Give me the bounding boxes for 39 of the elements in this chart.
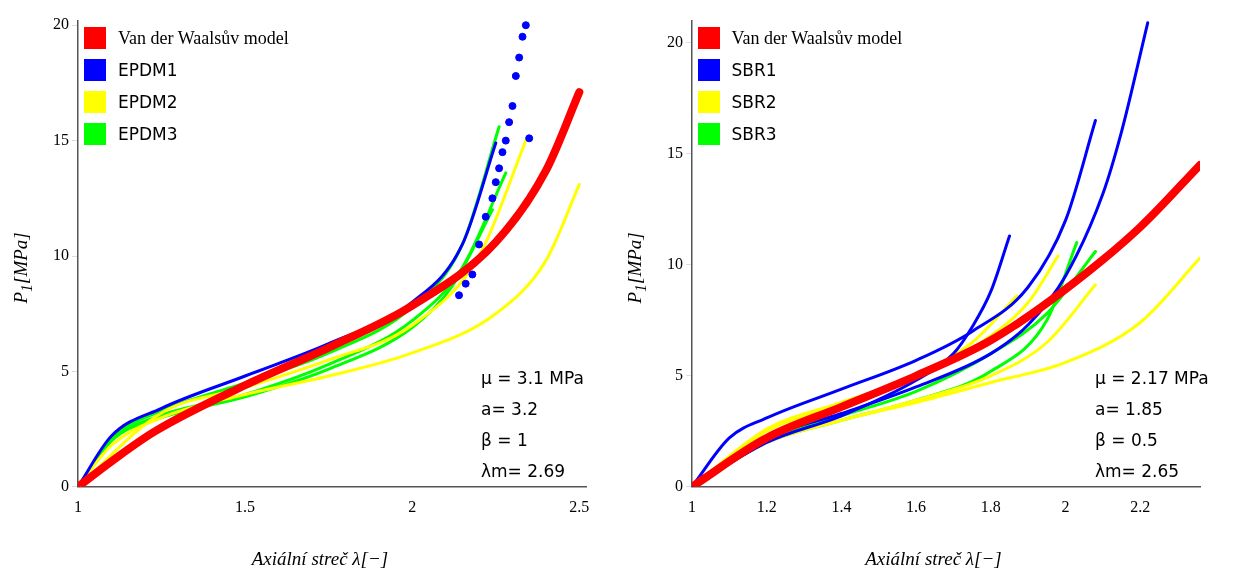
x-tick-label: 1.6 — [905, 497, 926, 515]
legend-label: SBR2 — [731, 92, 777, 112]
y-tick-label: 20 — [666, 33, 683, 50]
x-tick-label: 1 — [687, 497, 696, 515]
y-tick-label: 10 — [53, 246, 69, 264]
y-tick-label: 5 — [674, 366, 683, 383]
annotation: λm= 2.69 — [481, 460, 566, 481]
x-axis-title: Axiální streč λ[−] — [250, 548, 390, 570]
x-tick-label: 2.5 — [569, 497, 590, 515]
y-tick-label: 20 — [53, 15, 69, 33]
annotation: a= 1.85 — [1094, 398, 1163, 419]
legend-label: Van der Waalsův model — [731, 27, 903, 49]
legend-label: EPDM3 — [118, 124, 178, 144]
x-tick-label: 2.2 — [1129, 497, 1150, 515]
x-tick-label: 1.8 — [980, 497, 1001, 515]
annotation: μ = 3.1 MPa — [481, 367, 584, 388]
x-axis-title: Axiální streč λ[−] — [863, 548, 1003, 570]
annotation: λm= 2.65 — [1094, 460, 1179, 481]
legend-label: SBR1 — [731, 60, 777, 80]
y-tick-label: 15 — [666, 144, 683, 161]
x-tick-label: 1.4 — [830, 497, 851, 515]
y-tick-label: 5 — [61, 361, 69, 379]
x-tick-label: 1.2 — [756, 497, 777, 515]
x-tick-label: 1.5 — [235, 497, 256, 515]
y-tick-label: 15 — [53, 130, 69, 148]
annotation: μ = 2.17 MPa — [1094, 367, 1209, 388]
y-tick-label: 10 — [666, 255, 683, 272]
annotation: β = 1 — [481, 429, 528, 450]
x-tick-label: 2 — [1061, 497, 1070, 515]
legend-label: Van der Waalsův model — [118, 27, 289, 49]
y-tick-label: 0 — [61, 477, 69, 494]
legend-label: SBR3 — [731, 124, 777, 144]
annotation: a= 3.2 — [481, 398, 539, 419]
x-tick-label: 2 — [408, 497, 417, 515]
annotation: β = 0.5 — [1094, 429, 1158, 450]
legend-label: EPDM2 — [118, 92, 178, 112]
y-tick-label: 0 — [674, 477, 683, 494]
legend-label: EPDM1 — [118, 60, 178, 80]
x-tick-label: 1 — [74, 497, 82, 515]
